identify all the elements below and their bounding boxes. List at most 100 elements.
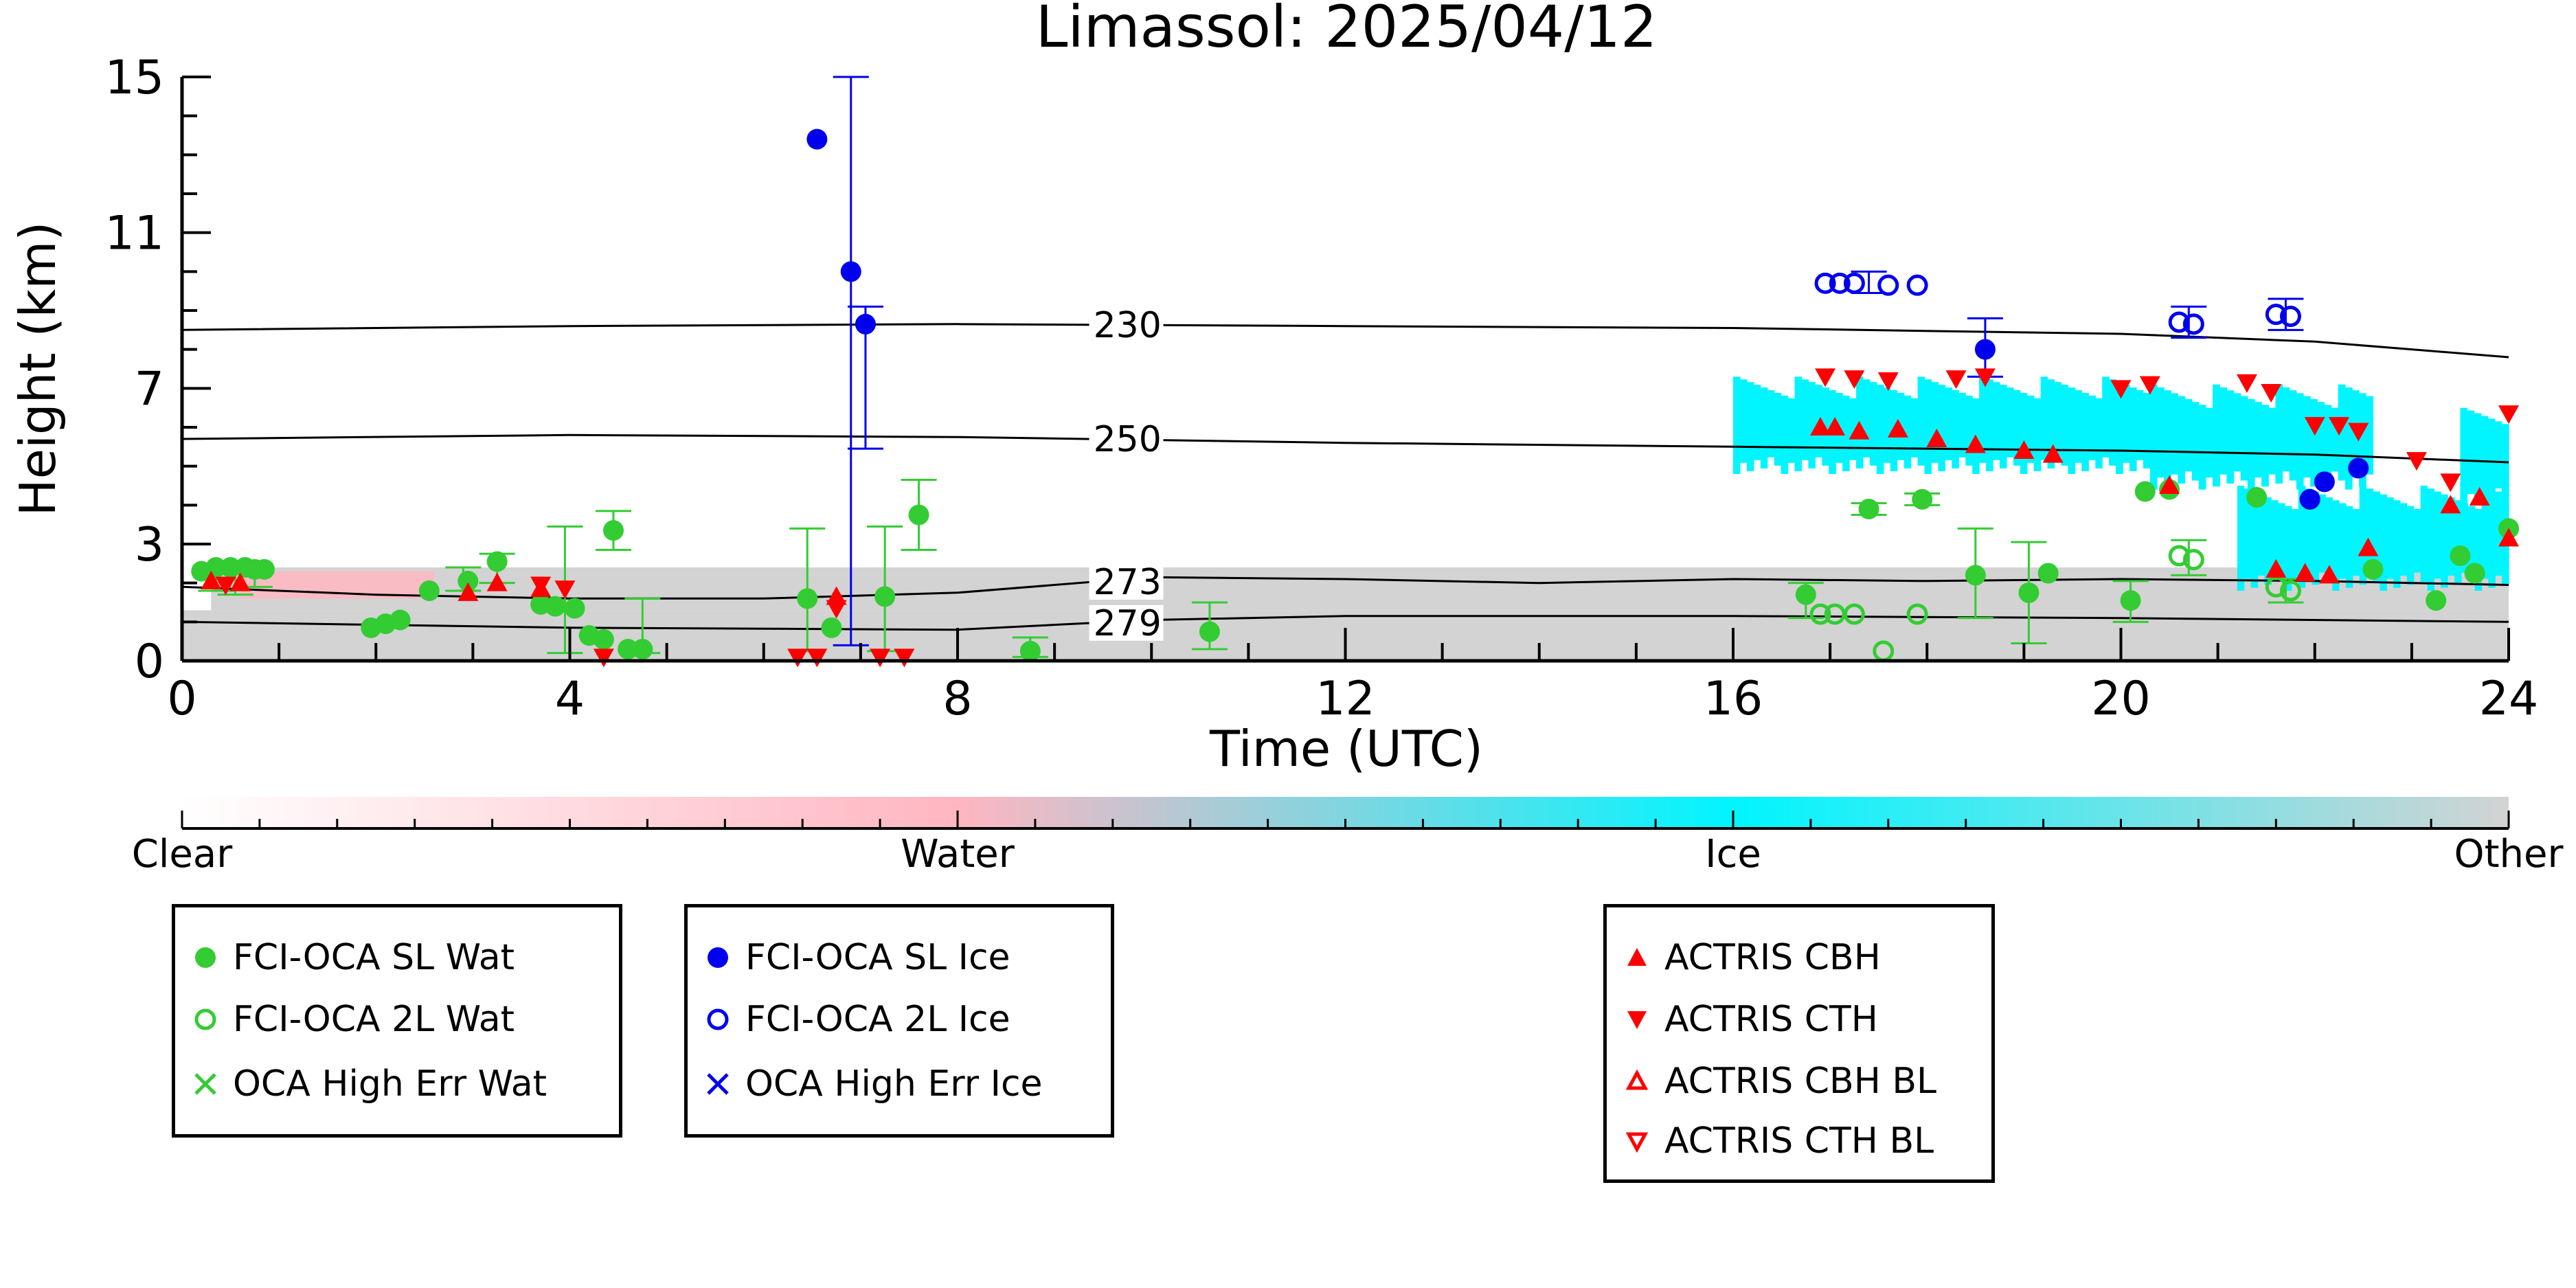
legend-item: ACTRIS CTH — [1619, 995, 1878, 1043]
y-tick-label: 15 — [104, 51, 164, 105]
cloud-mask-ice — [2366, 488, 2374, 573]
cloud-mask-ice — [2061, 385, 2069, 466]
data-point — [1019, 640, 1041, 662]
cloud-mask-ice — [2233, 393, 2241, 472]
data-point — [545, 596, 566, 617]
cloud-mask-ice — [2481, 486, 2489, 579]
cloud-mask-ice — [2380, 494, 2387, 591]
data-point — [2358, 537, 2379, 556]
y-tick-label: 0 — [135, 635, 164, 689]
x-axis-label: Time (UTC) — [1209, 720, 1483, 778]
cloud-mask-ice — [2268, 407, 2276, 475]
cloud-mask-ice — [2325, 497, 2333, 582]
cloud-mask-ice — [2198, 405, 2206, 490]
data-point — [1849, 420, 1870, 440]
cloud-mask-ice — [2033, 398, 2042, 471]
data-point — [1815, 368, 1836, 387]
data-point — [1906, 603, 1928, 625]
cloud-mask-ice — [1760, 387, 1768, 468]
data-point — [2159, 475, 2180, 494]
data-point — [253, 558, 275, 580]
cloud-mask-ice — [2373, 491, 2380, 582]
cloud-mask-ice — [2495, 491, 2502, 576]
y-tick-label: 11 — [104, 207, 164, 261]
cloud-mask-ice — [2123, 385, 2130, 463]
legend-item: FCI-OCA SL Ice — [700, 934, 1010, 982]
data-point — [806, 648, 828, 668]
open-circle-icon — [194, 1008, 216, 1030]
data-point — [1945, 370, 1967, 389]
cloud-mask-ice — [2261, 405, 2269, 487]
cloud-mask-ice — [2219, 387, 2228, 475]
cloud-mask-ice — [2420, 486, 2428, 582]
data-point — [486, 551, 508, 572]
data-point — [2464, 563, 2485, 584]
cloud-mask-ice — [2047, 379, 2055, 468]
data-point — [2037, 563, 2059, 584]
data-point — [1974, 339, 1996, 360]
data-point — [2450, 545, 2471, 566]
cloud-mask-ice — [2289, 390, 2297, 481]
data-point — [1810, 417, 1831, 436]
cloud-mask-ice — [1787, 398, 1796, 463]
cloud-mask-ice — [2075, 390, 2082, 463]
cloud-mask-ice — [1938, 385, 1945, 471]
data-point — [2168, 311, 2190, 333]
data-point — [894, 648, 915, 668]
cloud-mask-ice — [1986, 379, 1993, 471]
legend-label: FCI-OCA SL Wat — [233, 937, 515, 978]
data-point — [1199, 621, 1220, 642]
legend-item: FCI-OCA 2L Ice — [700, 995, 1010, 1043]
cloud-mask-ice — [2184, 398, 2193, 472]
colorbar-label: Other — [2454, 832, 2564, 877]
colorbar: Clear Water Ice Other — [132, 797, 2564, 877]
cloud-mask-ice — [2332, 500, 2340, 591]
cloud-mask-ice — [2312, 491, 2319, 585]
data-point — [821, 617, 842, 638]
data-point — [870, 648, 891, 668]
isotherm-label: 279 — [1094, 603, 1162, 644]
data-point — [2110, 380, 2132, 399]
cloud-mask-ice — [2278, 503, 2285, 582]
cloud-mask-ice — [2305, 488, 2313, 576]
data-point — [2279, 580, 2301, 602]
open-circle-icon — [707, 1008, 729, 1030]
data-point — [2120, 590, 2141, 611]
cloud-mask-ice — [1993, 382, 2000, 460]
isotherm-label-bg — [1089, 306, 1164, 343]
cloud-mask-ice — [2481, 416, 2489, 492]
cloud-mask-ice — [2448, 497, 2455, 576]
cloud-mask-ice — [2338, 384, 2346, 481]
cloud-mask-ice — [2282, 387, 2290, 472]
cloud-mask-ice — [2474, 413, 2482, 503]
cloud-mask-ice — [2095, 398, 2103, 468]
cloud-mask-ice — [2359, 393, 2366, 487]
data-point — [457, 570, 479, 591]
cloud-mask-ice — [2136, 390, 2144, 460]
cloud-mask-ice — [2345, 387, 2353, 490]
cloud-mask-ice — [2237, 486, 2245, 591]
cloud-mask-ice — [2156, 387, 2165, 478]
cloud-mask-ice — [2143, 392, 2151, 468]
cloud-mask-ice — [2303, 396, 2311, 478]
legend-label: ACTRIS CBH — [1664, 937, 1881, 978]
legend-label: FCI-OCA 2L Wat — [233, 999, 515, 1040]
data-point — [220, 557, 241, 578]
data-point — [2279, 306, 2301, 327]
cloud-mask-ice — [2427, 488, 2434, 591]
cloud-mask-ice — [2191, 402, 2200, 481]
data-point — [2013, 440, 2035, 459]
isotherm-273 — [181, 576, 2509, 600]
legend-item: ACTRIS CBH BL — [1619, 1057, 1936, 1105]
cloud-mask-ice — [1903, 395, 1912, 468]
data-point — [618, 639, 639, 659]
data-point — [2348, 422, 2369, 442]
legend-label: OCA High Err Wat — [233, 1063, 547, 1105]
data-point — [1858, 499, 1879, 519]
cloud-mask-ice — [2081, 392, 2089, 471]
data-point — [2362, 558, 2384, 580]
x-tick-label: 16 — [1704, 672, 1763, 726]
data-point — [2299, 488, 2320, 510]
